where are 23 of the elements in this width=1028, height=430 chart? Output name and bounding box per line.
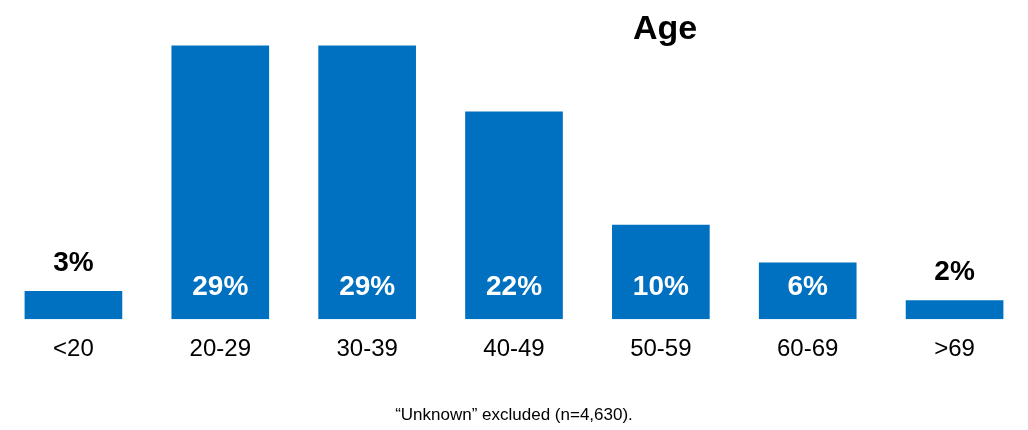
x-tick-label: >69 — [934, 334, 975, 362]
bar — [758, 262, 857, 320]
chart-title: Age — [632, 8, 698, 47]
data-label: 10% — [632, 269, 689, 301]
data-label: 29% — [192, 269, 249, 301]
x-tick-label: <20 — [53, 334, 94, 362]
data-label: 6% — [787, 269, 829, 301]
text: “Unknown” excluded (n=4,630). — [395, 404, 633, 424]
bar — [171, 45, 270, 320]
x-tick-label: 50-59 — [630, 334, 692, 362]
data-label: 3% — [53, 245, 94, 277]
x-tick-label: 40-49 — [483, 334, 545, 362]
data-label: 2% — [934, 255, 975, 287]
bar — [24, 290, 123, 320]
data-label: 29% — [339, 269, 396, 301]
x-tick-label: 20-29 — [189, 334, 251, 362]
bar — [612, 224, 710, 320]
x-tick-label: 60-69 — [777, 334, 839, 362]
bar — [318, 45, 416, 320]
x-tick-label: 30-39 — [336, 334, 398, 362]
data-label: 22% — [485, 269, 543, 301]
bar — [905, 300, 1004, 320]
bar — [465, 111, 563, 320]
